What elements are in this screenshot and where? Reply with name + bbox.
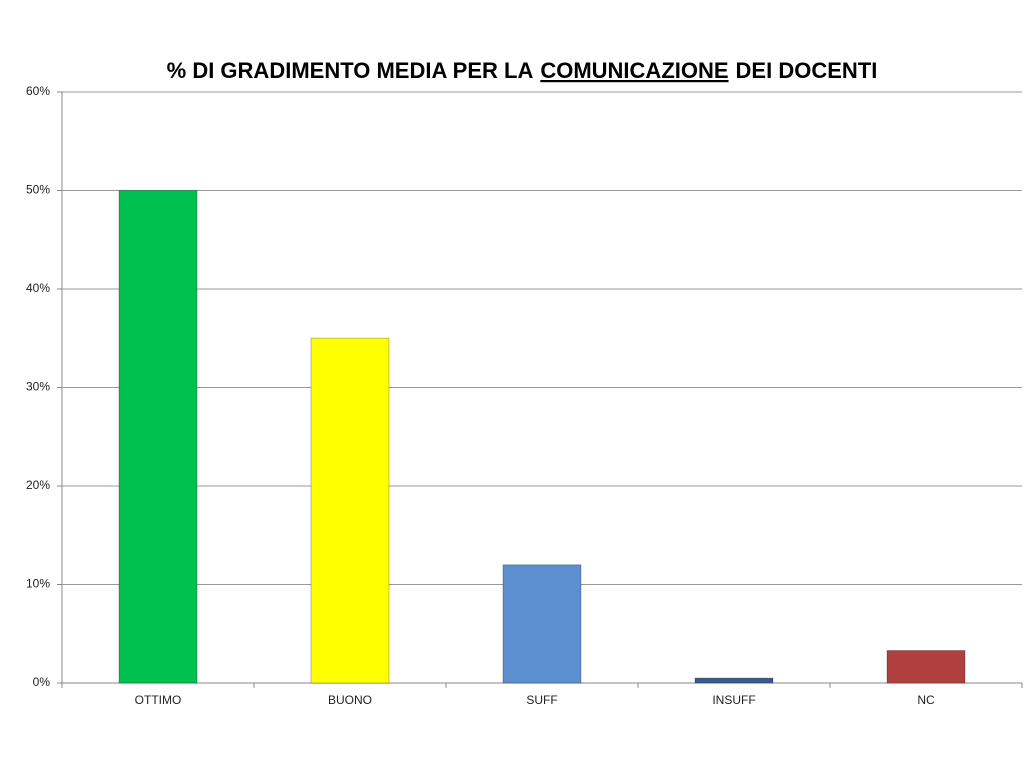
- bar: [694, 677, 774, 684]
- y-tick-label: 30%: [26, 380, 50, 394]
- bar: [502, 564, 582, 684]
- title-part: % DI GRADIMENTO MEDIA PER LA: [167, 58, 534, 83]
- y-tick-label: 10%: [26, 577, 50, 591]
- x-tick-label: OTTIMO: [135, 693, 182, 707]
- y-tick-label: 20%: [26, 478, 50, 492]
- x-tick-label: SUFF: [526, 693, 557, 707]
- title-part: COMUNICAZIONE: [540, 58, 728, 83]
- x-tick-label: NC: [917, 693, 935, 707]
- y-tick-label: 40%: [26, 281, 50, 295]
- y-tick-label: 0%: [33, 675, 51, 689]
- x-tick-label: BUONO: [328, 693, 372, 707]
- x-tick-label: INSUFF: [712, 693, 755, 707]
- y-tick-label: 60%: [26, 84, 50, 98]
- bar: [118, 190, 198, 684]
- y-tick-label: 50%: [26, 183, 50, 197]
- bar: [310, 337, 390, 684]
- chart-title: % DI GRADIMENTO MEDIA PER LA COMUNICAZION…: [167, 58, 878, 83]
- bar: [886, 649, 966, 684]
- title-part: DEI DOCENTI: [736, 58, 878, 83]
